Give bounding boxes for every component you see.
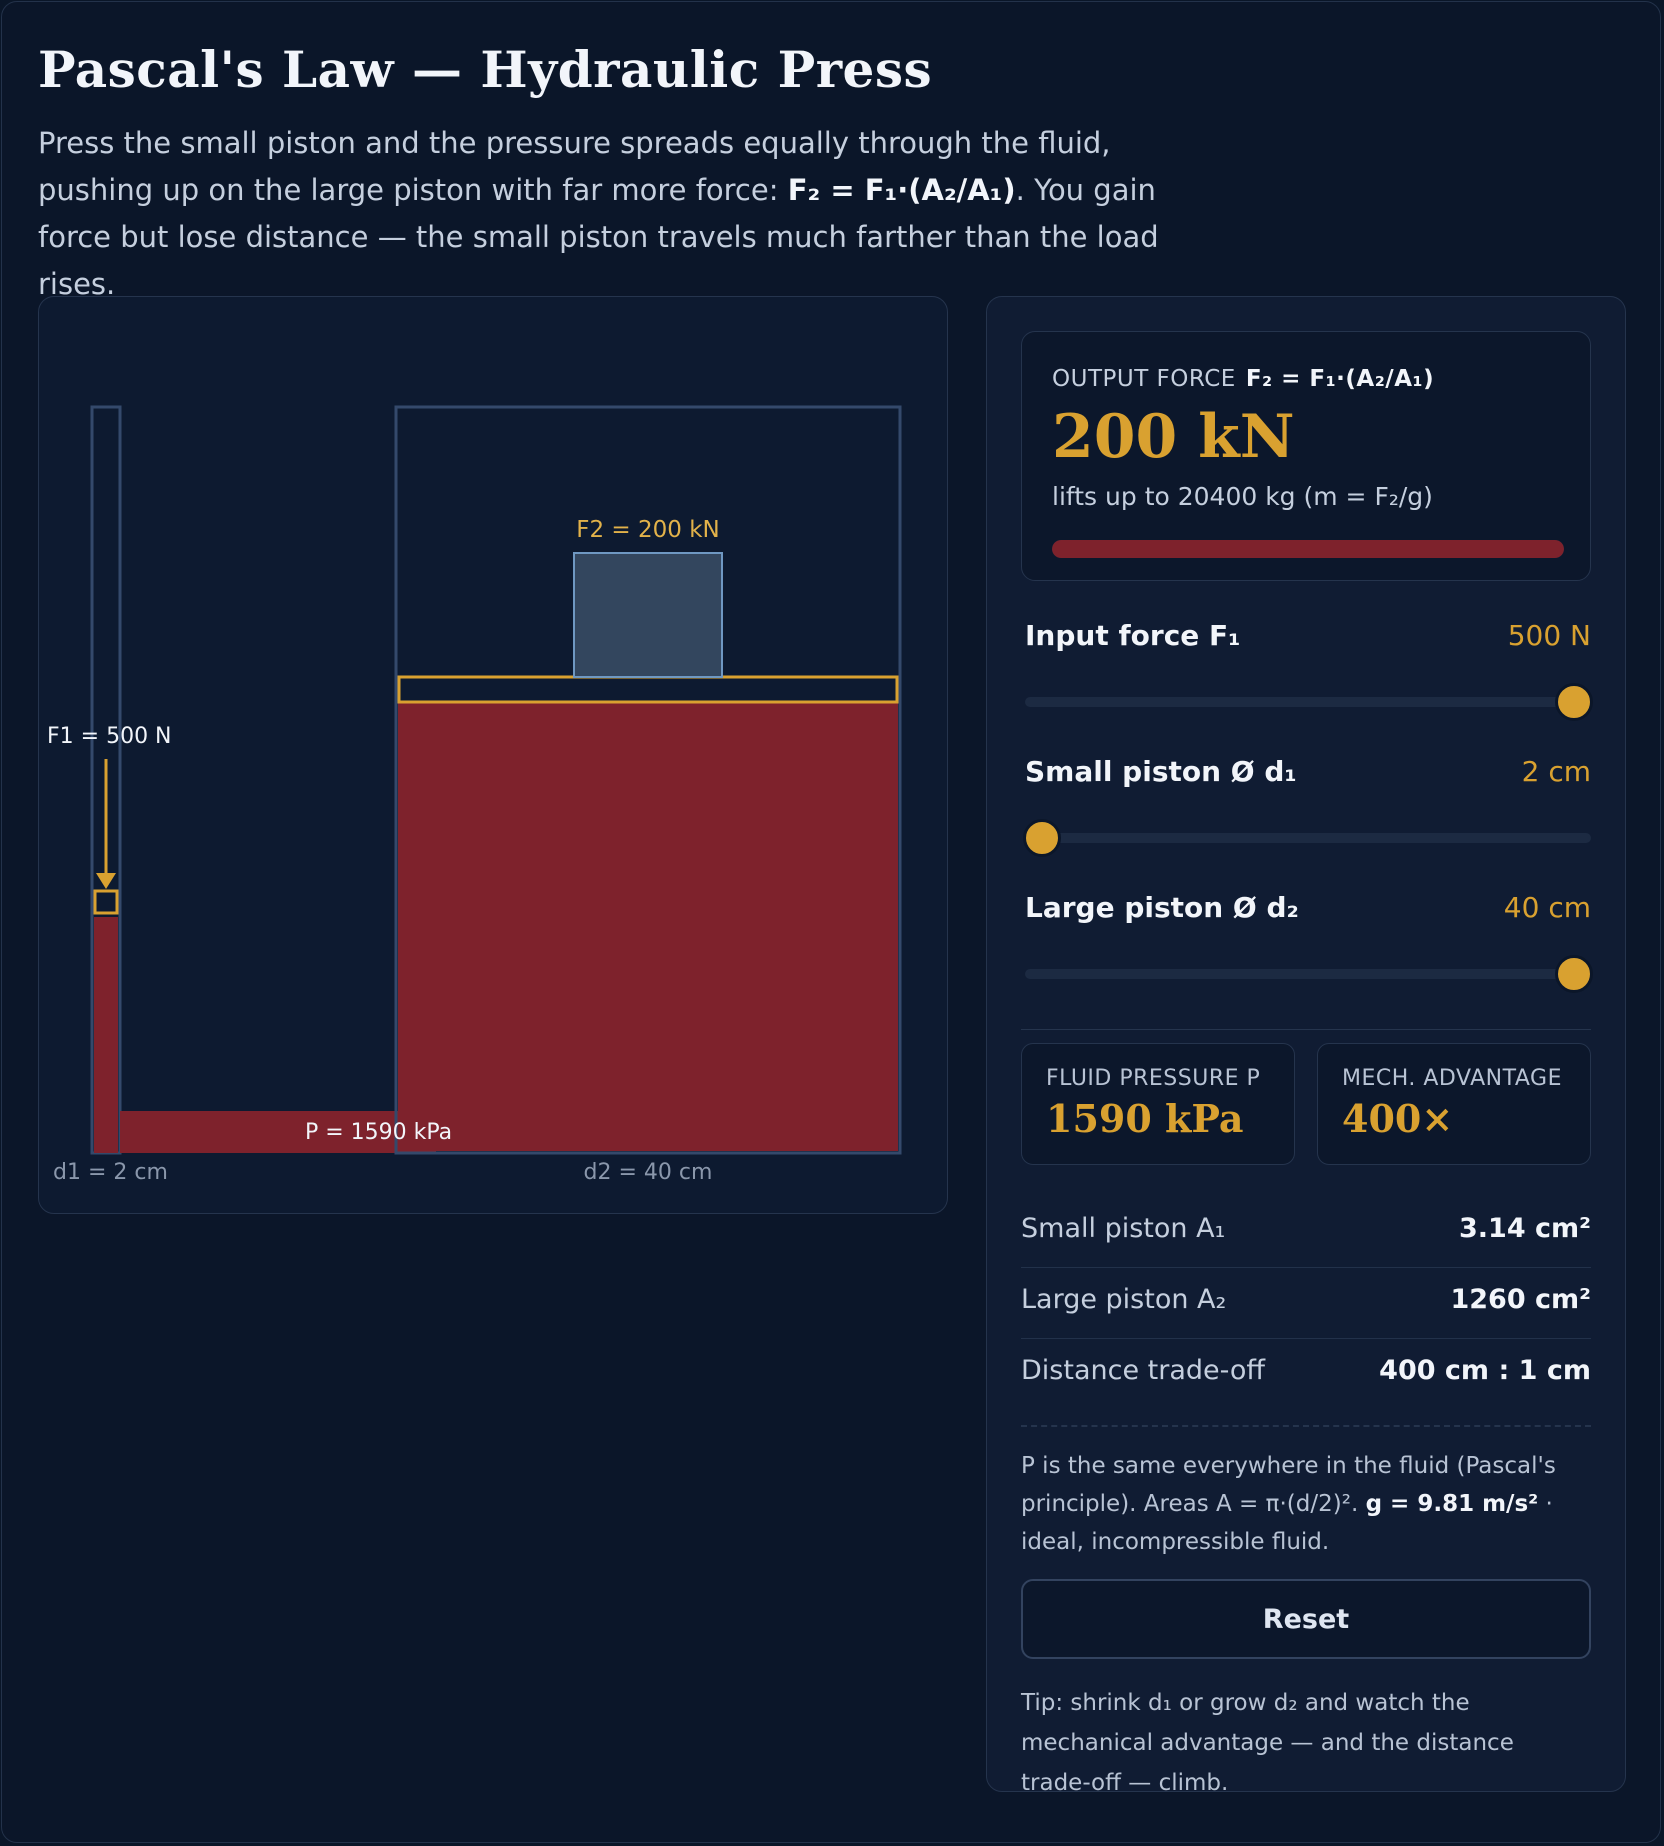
mech-advantage-card: MECH. ADVANTAGE 400× — [1317, 1043, 1591, 1165]
hydraulic-press-diagram: F2 = 200 kN F1 = 500 N P = 1590 kPa d1 =… — [47, 405, 902, 1185]
distance-tradeoff-row: Distance trade-off 400 cm : 1 cm — [1021, 1339, 1591, 1409]
page-title: Pascal's Law — Hydraulic Press — [38, 40, 933, 99]
small-piston-slider-thumb[interactable] — [1023, 819, 1061, 857]
small-piston-slider-track[interactable] — [1025, 833, 1591, 843]
large-piston-control: Large piston Ø d₂ 40 cm — [1025, 891, 1593, 1011]
distance-tradeoff-label: Distance trade-off — [1021, 1355, 1265, 1386]
output-force-bar — [1052, 540, 1564, 558]
d1-label: d1 = 2 cm — [53, 1160, 168, 1185]
d2-label: d2 = 40 cm — [584, 1160, 713, 1185]
large-area-label: Large piston A₂ — [1021, 1284, 1227, 1315]
input-force-control: Input force F₁ 500 N — [1025, 619, 1593, 739]
mech-advantage-value: 400× — [1342, 1096, 1454, 1141]
section-divider — [1021, 1029, 1591, 1030]
input-force-slider-label: Input force F₁ — [1025, 619, 1241, 652]
pressure-label: P = 1590 kPa — [305, 1120, 452, 1145]
output-force-formula: F₂ = F₁·(A₂/A₁) — [1245, 366, 1435, 392]
small-cylinder-fluid — [94, 917, 118, 1153]
small-piston-control: Small piston Ø d₁ 2 cm — [1023, 755, 1591, 875]
simulation-panel: F2 = 200 kN F1 = 500 N P = 1590 kPa d1 =… — [38, 296, 948, 1214]
reset-button[interactable]: Reset — [1021, 1579, 1591, 1659]
input-force-slider-thumb[interactable] — [1555, 683, 1593, 721]
output-force-label: F2 = 200 kN — [576, 517, 720, 543]
physics-note-part2: · ideal, incompressible fluid. — [1021, 1491, 1553, 1555]
intro-formula: F₂ = F₁·(A₂/A₁) — [787, 173, 1016, 207]
small-area-value: 3.14 cm² — [1459, 1213, 1591, 1244]
intro-text: Press the small piston and the pressure … — [38, 120, 1178, 308]
input-force-arrowhead — [96, 873, 116, 889]
small-piston-slider-label: Small piston Ø d₁ — [1025, 755, 1297, 788]
large-cylinder-fluid — [398, 703, 898, 1151]
output-force-bar-fill — [1052, 540, 1564, 558]
large-piston-slider-value: 40 cm — [1503, 891, 1591, 924]
fluid-pressure-value: 1590 kPa — [1046, 1096, 1244, 1141]
large-piston-slider-track[interactable] — [1025, 969, 1591, 979]
large-piston-slider-thumb[interactable] — [1555, 955, 1593, 993]
input-force-slider-track[interactable] — [1025, 697, 1591, 707]
load-block — [573, 552, 723, 678]
dashed-divider — [1021, 1425, 1591, 1427]
small-area-row: Small piston A₁ 3.14 cm² — [1021, 1197, 1591, 1268]
tip-text: Tip: shrink d₁ or grow d₂ and watch the … — [1021, 1690, 1514, 1796]
intro-text-part2: . You gain force but lose distance — the… — [38, 173, 1159, 301]
output-force-heading: OUTPUT FORCE F₂ = F₁·(A₂/A₁) — [1052, 366, 1434, 392]
physics-note-part1: P is the same everywhere in the fluid (P… — [1021, 1453, 1556, 1517]
physics-note: P is the same everywhere in the fluid (P… — [1021, 1447, 1591, 1561]
small-area-label: Small piston A₁ — [1021, 1213, 1226, 1244]
physics-note-gravity: g = 9.81 m/s² — [1365, 1491, 1539, 1517]
output-force-heading-text: OUTPUT FORCE — [1052, 366, 1236, 392]
large-piston[interactable] — [397, 675, 899, 704]
large-area-value: 1260 cm² — [1450, 1284, 1591, 1315]
connecting-channel — [120, 1111, 436, 1153]
small-piston[interactable] — [93, 889, 119, 915]
fluid-pressure-card: FLUID PRESSURE P 1590 kPa — [1021, 1043, 1295, 1165]
small-piston-slider-value: 2 cm — [1521, 755, 1591, 788]
large-piston-slider-label: Large piston Ø d₂ — [1025, 891, 1299, 924]
input-force-slider-value: 500 N — [1507, 619, 1591, 652]
input-force-label: F1 = 500 N — [47, 724, 172, 749]
intro-text-part1: Press the small piston and the pressure … — [38, 126, 1111, 207]
distance-tradeoff-value: 400 cm : 1 cm — [1379, 1355, 1591, 1386]
lift-mass-text: lifts up to 20400 kg (m = F₂/g) — [1052, 482, 1433, 511]
control-panel: OUTPUT FORCE F₂ = F₁·(A₂/A₁) 200 kN lifts… — [986, 296, 1626, 1796]
output-force-card: OUTPUT FORCE F₂ = F₁·(A₂/A₁) 200 kN lifts… — [1021, 331, 1591, 581]
large-area-row: Large piston A₂ 1260 cm² — [1021, 1268, 1591, 1339]
output-force-value: 200 kN — [1052, 402, 1295, 472]
fluid-pressure-label: FLUID PRESSURE P — [1046, 1066, 1261, 1091]
large-cylinder — [394, 405, 902, 1155]
mech-advantage-label: MECH. ADVANTAGE — [1342, 1066, 1562, 1091]
